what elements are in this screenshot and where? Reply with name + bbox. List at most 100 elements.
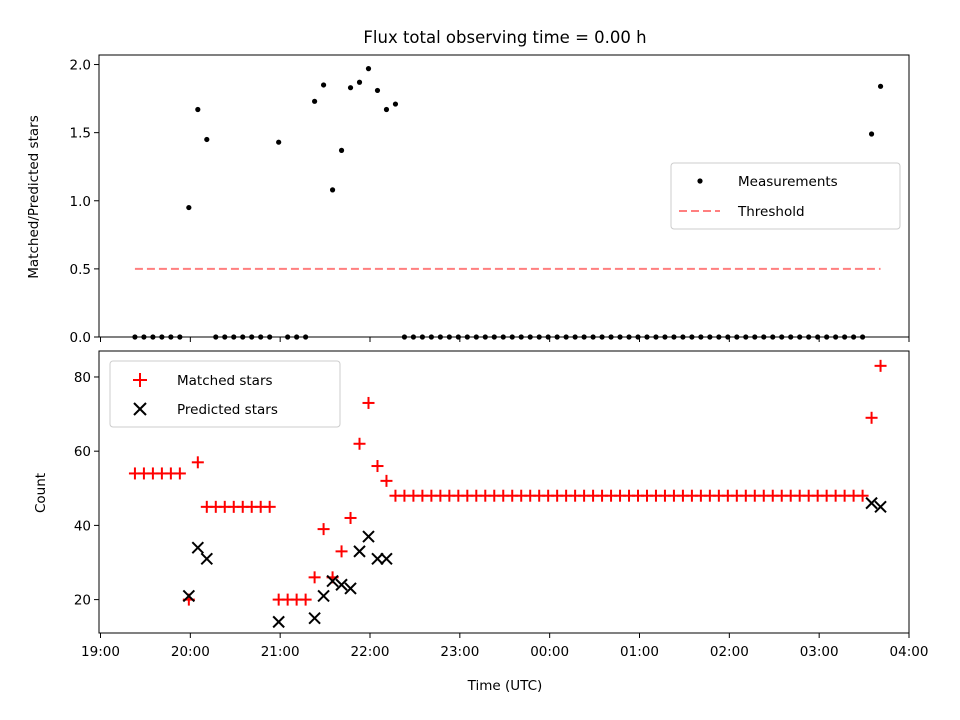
- matched-star-point: [173, 467, 186, 480]
- matched-star-point: [263, 500, 276, 513]
- matched-star-point: [191, 456, 204, 469]
- predicted-star-stroke-b: [371, 552, 384, 565]
- bottom-xtick-label-2: 21:00: [261, 644, 300, 660]
- bottom-legend-box: [109, 360, 341, 428]
- predicted-star-stroke-b: [200, 552, 214, 565]
- predicted-star-stroke-b: [308, 611, 321, 625]
- predicted-star-stroke-b: [865, 496, 878, 510]
- legend-threshold-label: Threshold: [737, 204, 805, 220]
- predicted-star-stroke-b: [191, 541, 205, 554]
- predicted-star-point: [200, 552, 214, 565]
- predicted-star-stroke-b: [182, 589, 196, 603]
- bottom-ytick-label-0: 20: [74, 593, 91, 609]
- predicted-star-point: [380, 552, 393, 565]
- predicted-star-point: [308, 611, 321, 625]
- measurement-point: [374, 87, 381, 94]
- matched-star-point: [874, 359, 887, 372]
- matched-star-point: [856, 489, 869, 502]
- measurement-point: [877, 83, 884, 89]
- bottom-xtick-label-9: 04:00: [890, 644, 929, 660]
- predicted-star-point: [335, 578, 348, 591]
- measurement-point: [356, 79, 363, 85]
- legend-matched-marker: [133, 373, 147, 387]
- predicted-star-point: [326, 574, 339, 588]
- matched-star-point: [299, 593, 312, 606]
- predicted-star-stroke-b: [317, 589, 330, 603]
- predicted-star-stroke-b: [362, 530, 375, 543]
- matched-star-point: [380, 474, 393, 487]
- top-panel: Flux total observing time = 0.00 h Match…: [26, 28, 910, 346]
- bottom-xtick-label-1: 20:00: [171, 644, 210, 660]
- top-title: Flux total observing time = 0.00 h: [363, 28, 646, 47]
- top-ytick-label-2: 1.0: [70, 194, 91, 210]
- bottom-xtick-label-7: 02:00: [710, 644, 749, 660]
- bottom-legend: Matched stars Predicted stars: [109, 360, 341, 428]
- bottom-panel: Count Time (UTC) 19:00 20:00 21:00 22:00 23:…: [33, 350, 929, 694]
- measurement-point: [312, 98, 318, 104]
- matched-star-point: [317, 523, 330, 536]
- measurement-point: [186, 204, 192, 211]
- top-ytick-label-1: 0.5: [70, 262, 91, 278]
- matched-star-point: [371, 460, 384, 473]
- measurement-point: [392, 101, 399, 107]
- predicted-star-stroke-b: [874, 500, 887, 514]
- predicted-star-stroke-b: [353, 545, 366, 558]
- measurement-point: [195, 106, 201, 113]
- legend-predicted-label: Predicted stars: [177, 402, 278, 418]
- bottom-ticks: 19:00 20:00 21:00 22:00 23:00 00:00 01:00 02:00…: [74, 370, 929, 660]
- measurement-point: [868, 131, 875, 137]
- bottom-ylabel: Count: [33, 473, 49, 513]
- measurement-point: [383, 106, 390, 113]
- measurement-point: [365, 66, 372, 72]
- measurement-point: [320, 82, 327, 88]
- top-legend: Measurements Threshold: [670, 162, 901, 230]
- matched-star-point: [362, 396, 375, 409]
- top-axes-frame: [98, 54, 910, 338]
- predicted-star-point: [874, 500, 887, 514]
- bottom-xtick-label-6: 01:00: [620, 644, 659, 660]
- matched-star-point: [353, 437, 366, 450]
- legend-matched-label: Matched stars: [177, 373, 273, 389]
- predicted-star-point: [191, 541, 205, 554]
- measurement-point: [329, 187, 336, 193]
- measurement-point: [338, 147, 345, 153]
- legend-measurements-marker: [697, 178, 703, 184]
- predicted-star-point: [317, 589, 330, 603]
- bottom-ytick-label-1: 40: [74, 518, 91, 534]
- matched-star-point: [865, 411, 878, 424]
- matched-star-point: [308, 571, 321, 584]
- bottom-ytick-label-3: 80: [74, 370, 91, 386]
- predicted-star-point: [272, 615, 285, 629]
- measurement-point: [347, 85, 354, 91]
- measurement-point: [276, 139, 282, 145]
- legend-predicted-marker: [133, 402, 147, 416]
- bottom-ytick-label-2: 60: [74, 444, 91, 460]
- top-ylabel: Matched/Predicted stars: [26, 115, 42, 278]
- bottom-xtick-label-0: 19:00: [81, 644, 120, 660]
- bottom-xtick-label-8: 03:00: [800, 644, 839, 660]
- top-legend-box: [670, 162, 901, 230]
- matched-star-point: [344, 511, 357, 524]
- predicted-star-point: [344, 582, 357, 595]
- legend-measurements-label: Measurements: [738, 174, 838, 190]
- bottom-xtick-label-3: 22:00: [351, 644, 390, 660]
- matched-star-point: [335, 545, 348, 558]
- predicted-star-stroke-b: [326, 574, 339, 588]
- predicted-star-stroke-b: [272, 615, 285, 629]
- predicted-star-point: [371, 552, 384, 565]
- top-ytick-label-4: 2.0: [70, 58, 91, 74]
- bottom-xlabel: Time (UTC): [467, 678, 543, 694]
- bottom-xtick-label-4: 23:00: [440, 644, 479, 660]
- bottom-xtick-label-5: 00:00: [530, 644, 569, 660]
- bottom-axes-frame: [98, 350, 910, 634]
- predicted-star-point: [182, 589, 196, 603]
- predicted-star-stroke-b: [335, 578, 348, 591]
- predicted-star-stroke-b: [380, 552, 393, 565]
- measurement-point: [204, 136, 210, 143]
- predicted-star-point: [865, 496, 878, 510]
- top-ticks: 0.0 0.5 1.0 1.5 2.0: [70, 58, 910, 346]
- predicted-star-stroke-b: [344, 582, 357, 595]
- predicted-star-point: [353, 545, 366, 558]
- predicted-star-point: [362, 530, 375, 543]
